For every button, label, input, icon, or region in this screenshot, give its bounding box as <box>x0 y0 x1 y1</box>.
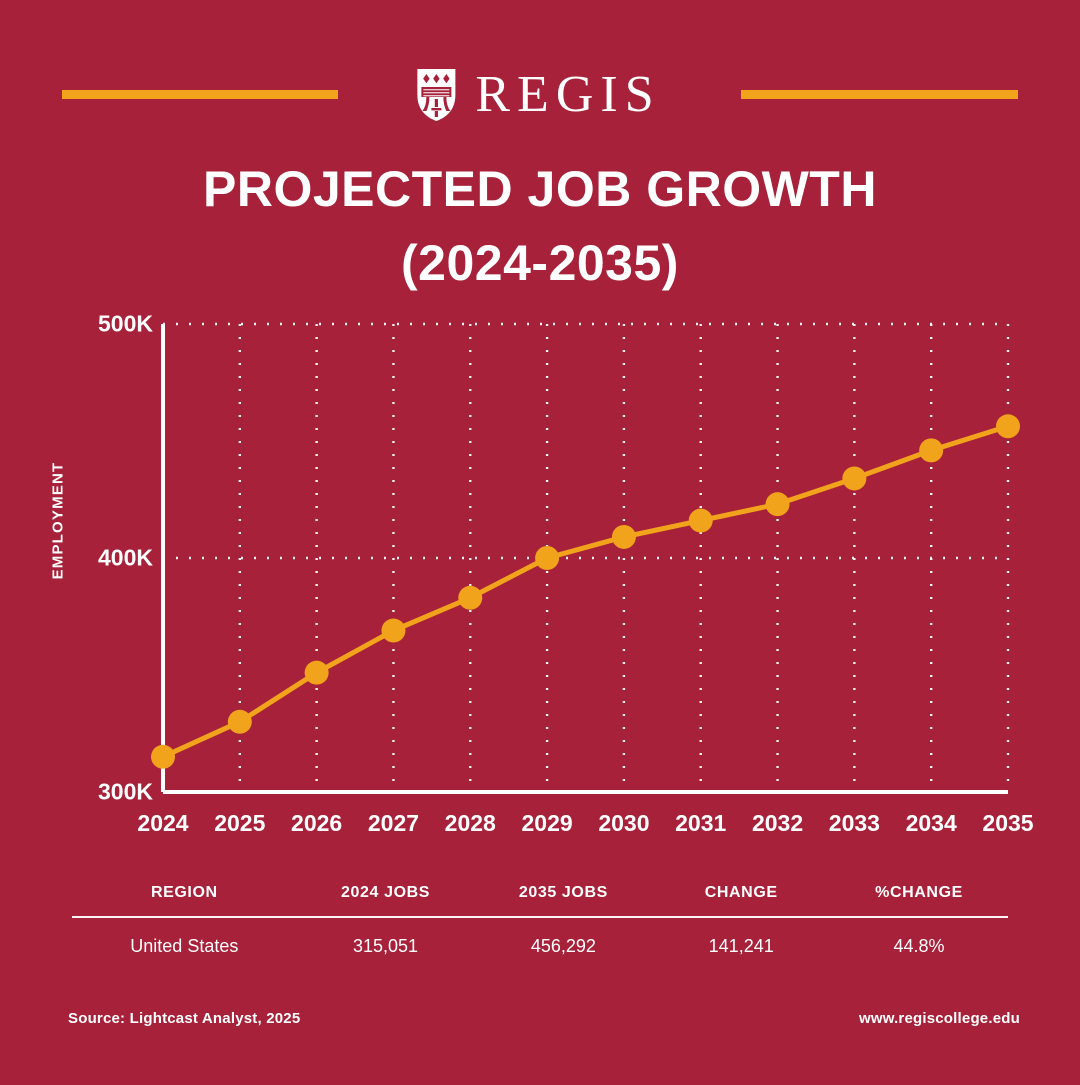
table-divider <box>72 916 1008 918</box>
table-header-2024-jobs: 2024 JOBS <box>341 884 431 901</box>
x-tick-2031: 2031 <box>675 810 727 836</box>
y-tick-label: 500K <box>98 310 153 337</box>
table-cell: 456,292 <box>530 936 596 956</box>
x-tick-2034: 2034 <box>905 810 957 836</box>
brand-logo: REGIS <box>415 60 664 130</box>
x-tick-2025: 2025 <box>214 810 266 836</box>
regis-shield-crest-icon <box>417 69 456 121</box>
x-tick-2029: 2029 <box>521 810 573 836</box>
footer: Source: Lightcast Analyst, 2025 www.regi… <box>68 1010 1020 1027</box>
table-header-region: REGION <box>150 884 218 901</box>
x-tick-2024: 2024 <box>137 810 189 836</box>
footer-source: Source: Lightcast Analyst, 2025 <box>68 1010 301 1027</box>
x-tick-2027: 2027 <box>367 810 420 836</box>
x-tick-2032: 2032 <box>751 810 804 836</box>
table-cell: 44.8% <box>893 936 945 956</box>
table-header-change: %CHANGE <box>875 884 963 901</box>
table-cell: 141,241 <box>708 936 774 956</box>
y-axis-label: EMPLOYMENT <box>49 461 67 580</box>
page-title: PROJECTED JOB GROWTH (2024-2035) <box>0 152 1080 300</box>
title-line-1: PROJECTED JOB GROWTH <box>203 161 877 217</box>
table-body: United States 315,051 456,292 141,241 44.8% <box>72 918 1008 963</box>
summary-table: REGION 2024 JOBS 2035 JOBS CHANGE %CHANGE Un… <box>72 878 1008 963</box>
gold-rule-right-icon <box>741 90 1018 99</box>
header: REGIS <box>0 60 1080 130</box>
title-line-2: (2024-2035) <box>401 235 679 291</box>
table-header-row: REGION 2024 JOBS 2035 JOBS CHANGE %CHANGE <box>72 878 1008 916</box>
y-tick-label: 300K <box>98 778 153 805</box>
gold-rule-left-icon <box>62 90 338 99</box>
x-tick-2026: 2026 <box>291 810 343 836</box>
x-tick-2035: 2035 <box>982 810 1034 836</box>
footer-website[interactable]: www.regiscollege.edu <box>859 1010 1020 1027</box>
table-header-change: CHANGE <box>704 884 778 901</box>
table-cell: 315,051 <box>353 936 419 956</box>
x-tick-2028: 2028 <box>444 810 496 836</box>
y-tick-label: 400K <box>98 544 153 571</box>
table-cell: United States <box>130 936 239 956</box>
table-row: United States 315,051 456,292 141,241 44.8% <box>72 918 1008 963</box>
table-header-2035-jobs: 2035 JOBS <box>518 884 608 901</box>
x-tick-2030: 2030 <box>598 810 650 836</box>
x-tick-2033: 2033 <box>828 810 880 836</box>
brand-wordmark: REGIS <box>475 66 661 123</box>
